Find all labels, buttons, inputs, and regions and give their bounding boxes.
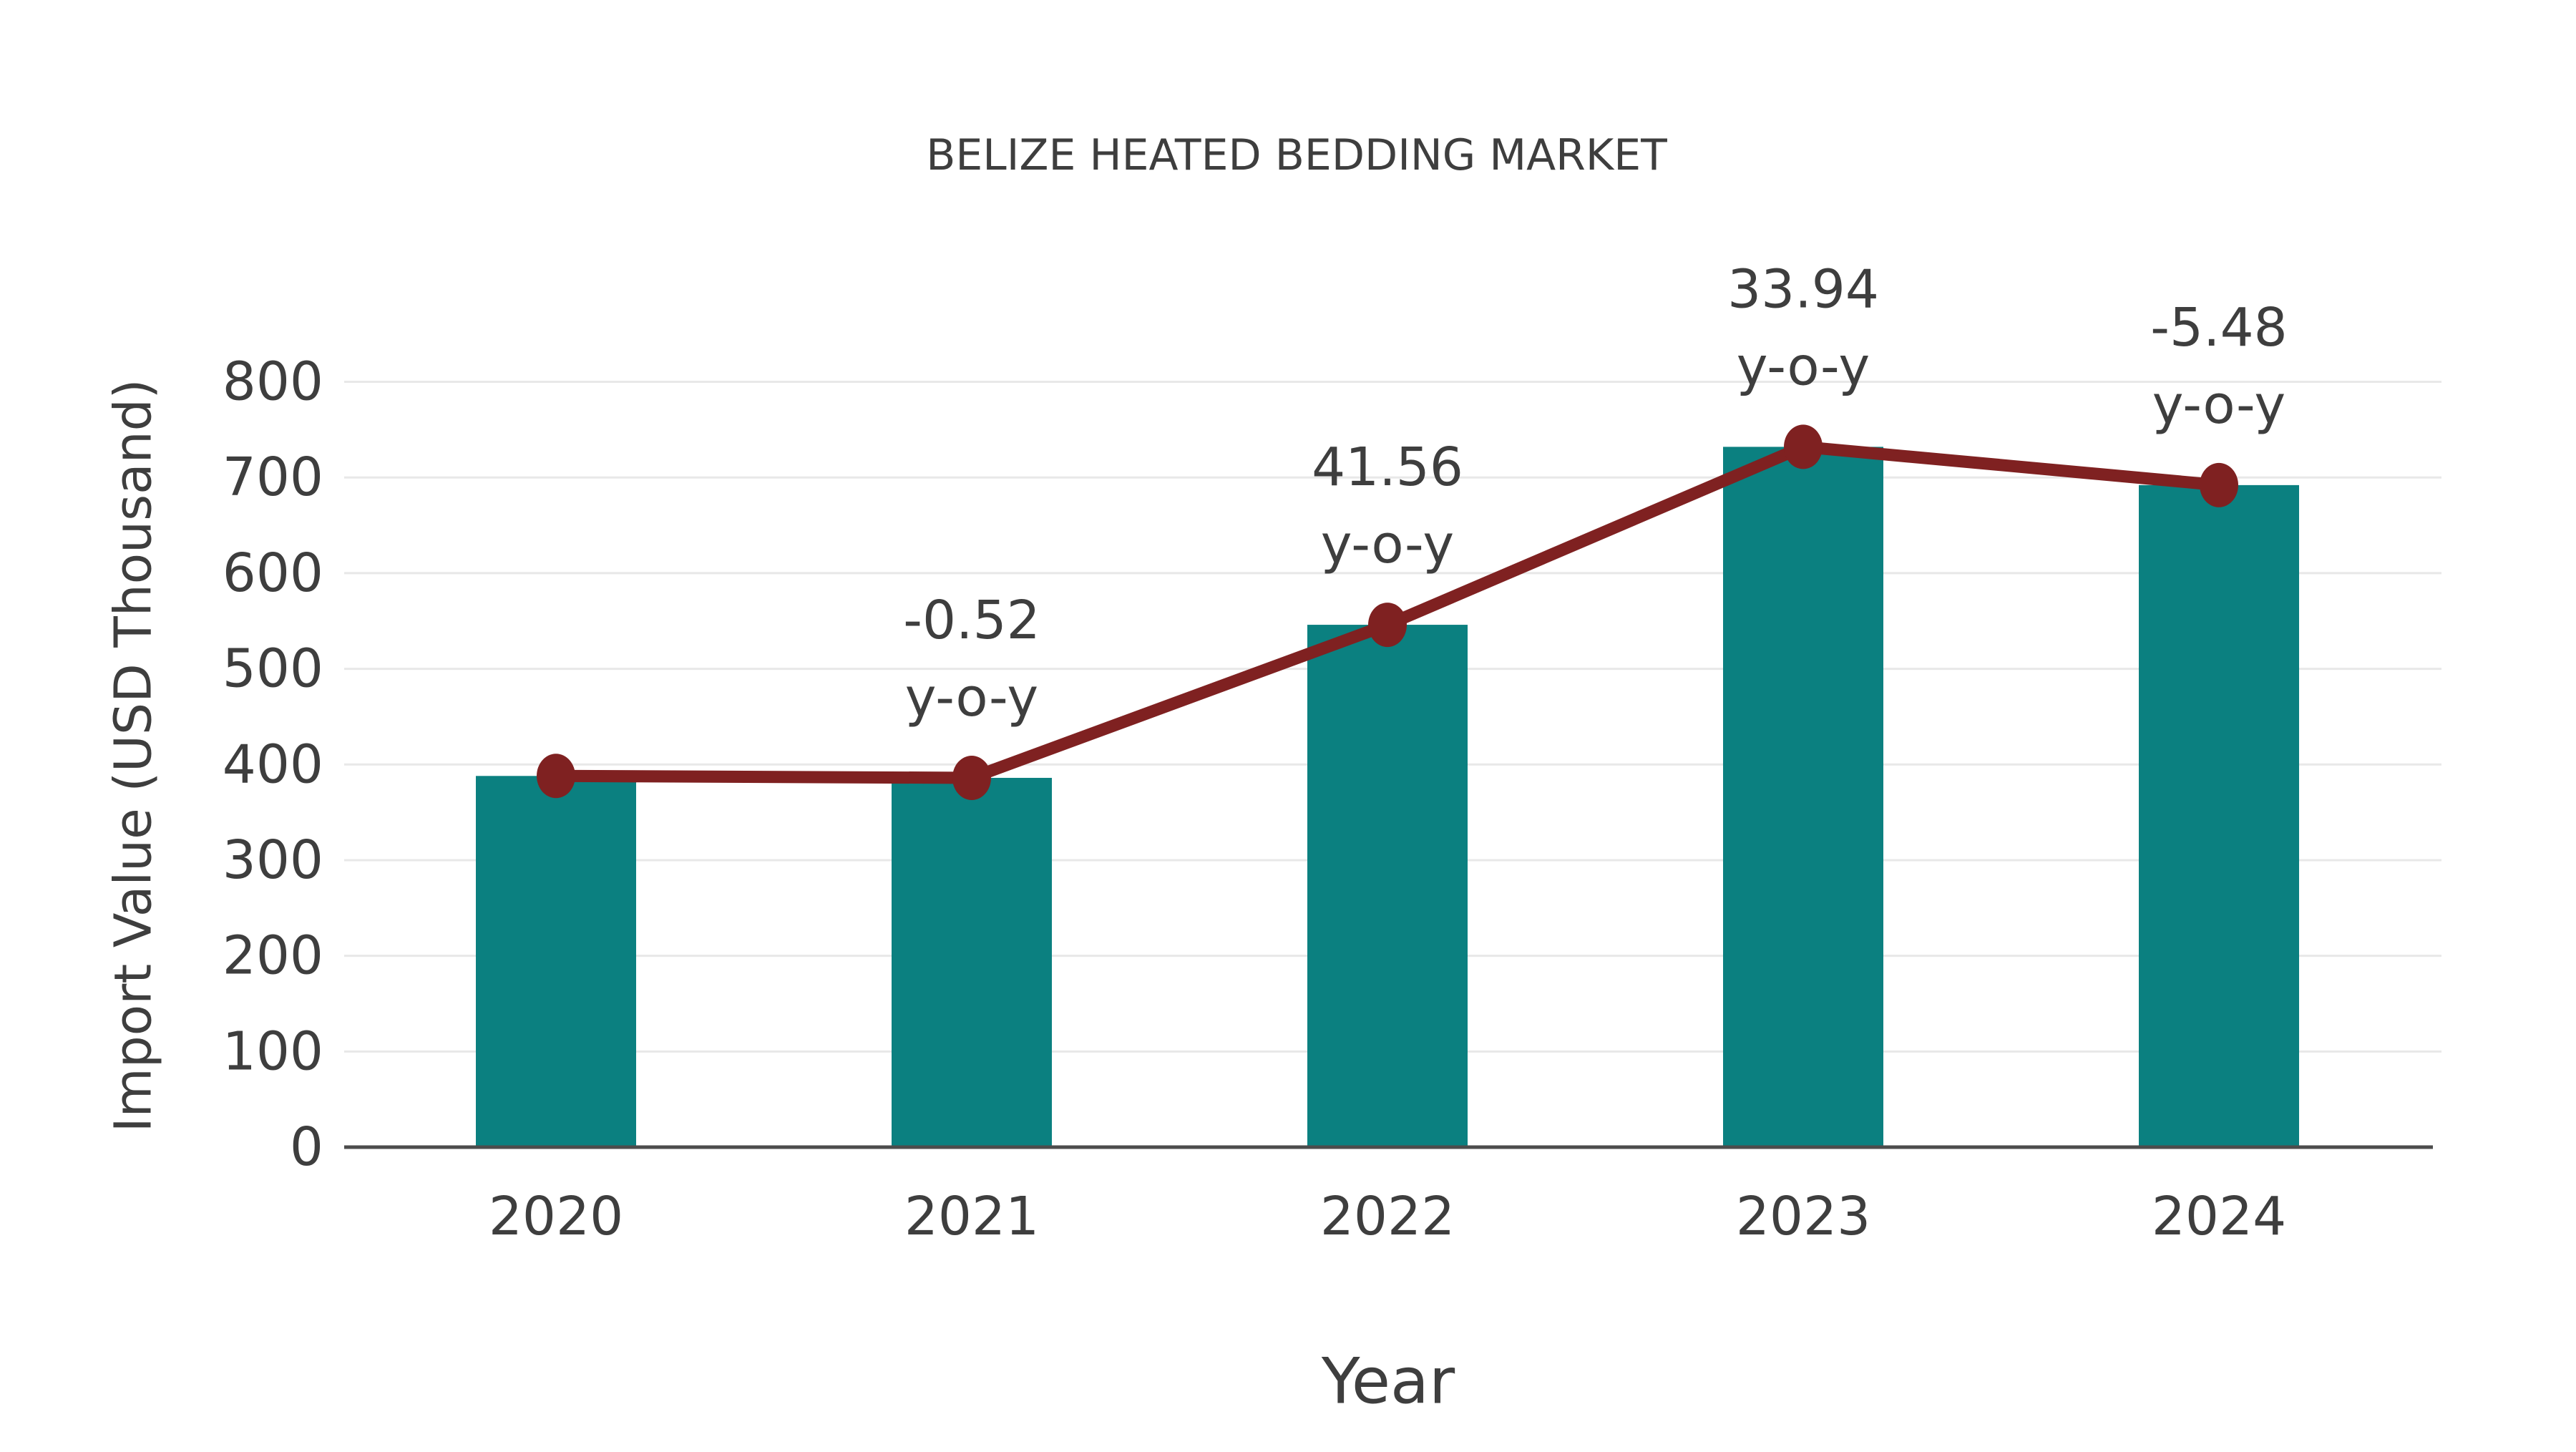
- x-tick-label-2020: 2020: [489, 1186, 623, 1247]
- x-tick-label-2024: 2024: [2152, 1186, 2286, 1247]
- marker-2024: [2200, 462, 2238, 507]
- bar-2022: [1307, 625, 1468, 1147]
- y-tick-label-500: 500: [223, 638, 323, 700]
- y-tick-label-600: 600: [223, 542, 323, 604]
- x-tick-label-2022: 2022: [1320, 1186, 1455, 1247]
- annotation-2023-value: 33.94: [1727, 258, 1879, 320]
- y-tick-label-200: 200: [223, 925, 323, 987]
- chart-title: BELIZE HEATED BEDDING MARKET: [926, 130, 1667, 180]
- y-tick-label-100: 100: [223, 1020, 323, 1082]
- tick-labels-layer: 0 100 200 300 400 500 600 700 800 2020 2021 2022 202…: [223, 351, 2286, 1248]
- x-tick-label-2021: 2021: [904, 1186, 1039, 1247]
- annotation-2021-suffix: y-o-y: [905, 667, 1038, 729]
- annotation-2021-value: -0.52: [903, 590, 1040, 651]
- bar-2020: [476, 776, 636, 1147]
- annotation-2024-suffix: y-o-y: [2152, 374, 2285, 436]
- annotation-2023-suffix: y-o-y: [1737, 336, 1870, 397]
- y-tick-label-400: 400: [223, 734, 323, 795]
- y-tick-label-700: 700: [223, 447, 323, 508]
- annotation-2022-value: 41.56: [1312, 437, 1463, 498]
- y-axis-title: Import Value (USD Thousand): [104, 379, 163, 1133]
- y-tick-label-0: 0: [290, 1116, 323, 1178]
- marker-2020: [537, 754, 575, 799]
- x-axis-title: Year: [1321, 1345, 1455, 1418]
- marker-2023: [1784, 424, 1823, 469]
- marker-2021: [952, 755, 991, 800]
- marker-2022: [1368, 603, 1407, 648]
- annotation-2022-suffix: y-o-y: [1321, 514, 1454, 575]
- x-tick-label-2023: 2023: [1736, 1186, 1870, 1247]
- trend-line-layer: [537, 424, 2238, 800]
- bar-2023: [1723, 447, 1883, 1147]
- bar-2024: [2139, 484, 2299, 1147]
- bars-layer: [476, 447, 2299, 1147]
- y-tick-label-800: 800: [223, 351, 323, 413]
- y-tick-label-300: 300: [223, 829, 323, 891]
- annotation-2024-value: -5.48: [2150, 297, 2287, 359]
- annotations-layer: -0.52 y-o-y 41.56 y-o-y 33.94 y-o-y -5.48 y-o-y: [903, 258, 2287, 729]
- bar-2021: [892, 777, 1052, 1147]
